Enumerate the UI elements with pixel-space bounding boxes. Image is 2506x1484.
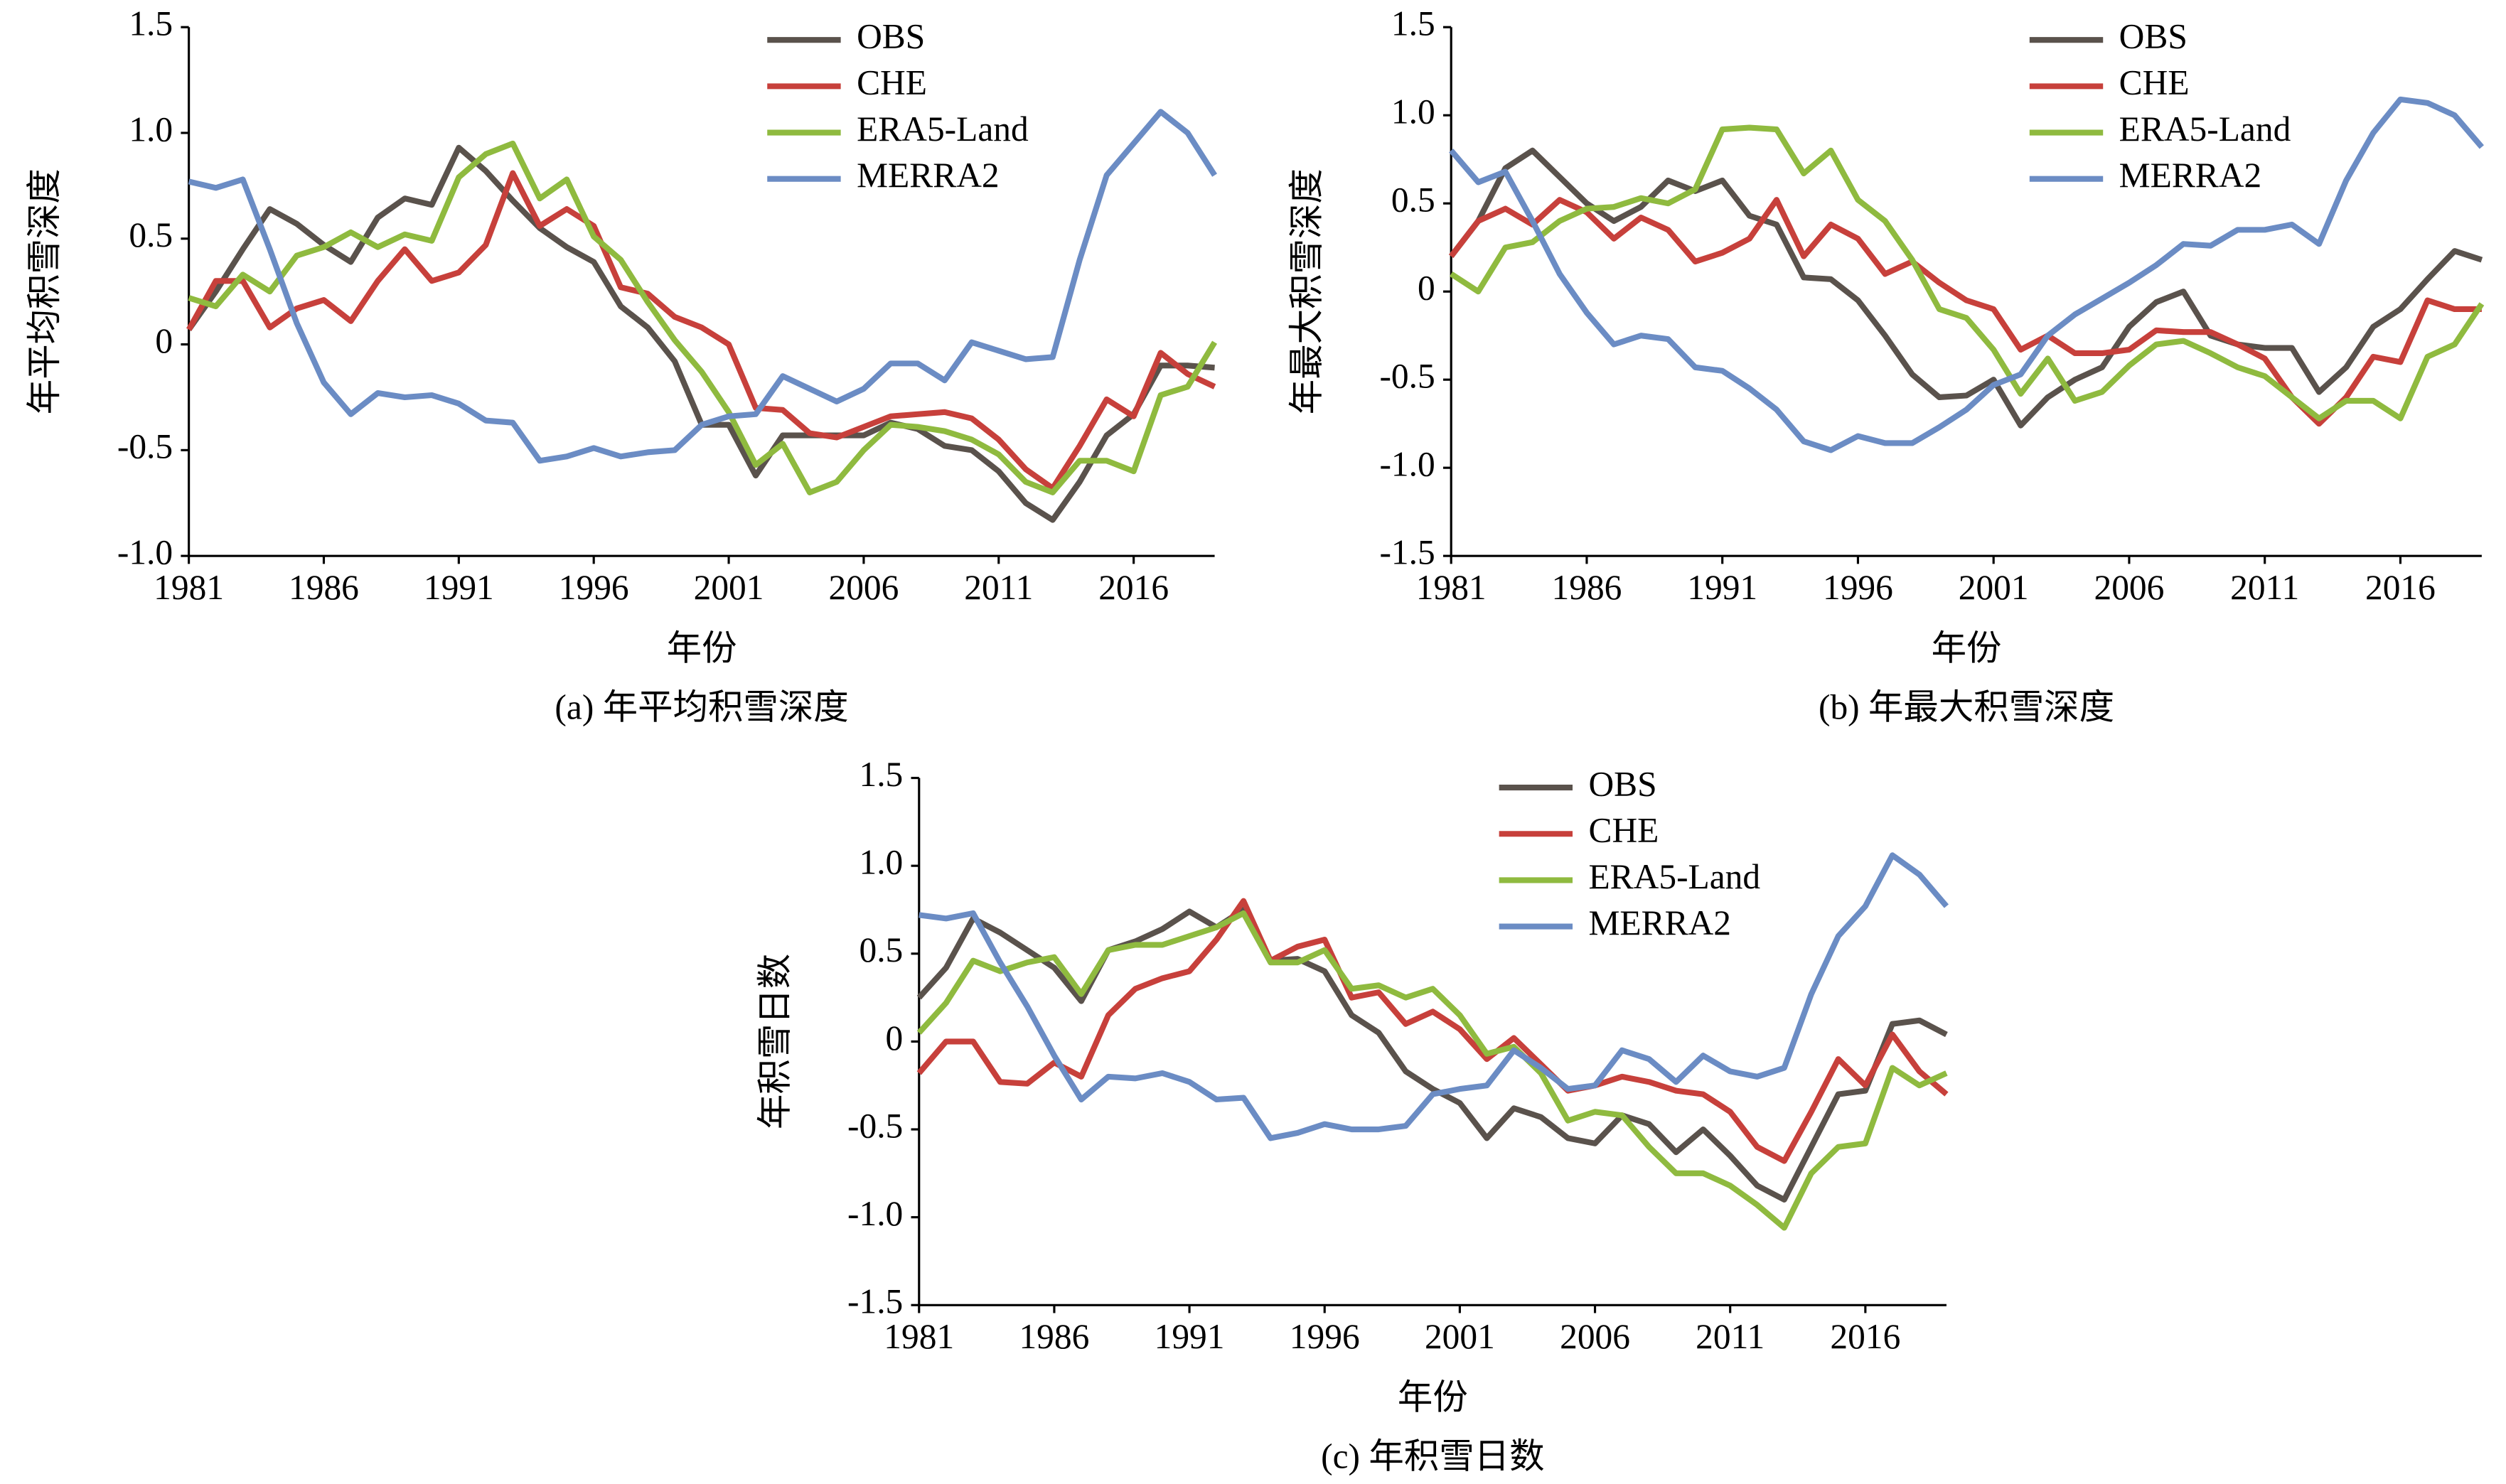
y-tick-label: -1.5 [1379, 533, 1435, 572]
y-tick-label: 1.5 [1391, 4, 1435, 43]
y-tick-label: -0.5 [1379, 357, 1435, 396]
x-tick-label: 1981 [884, 1317, 954, 1356]
y-tick-label: -1.0 [117, 533, 173, 572]
x-tick-label: 2006 [828, 568, 899, 607]
x-tick-label: 2011 [964, 568, 1033, 607]
x-tick-label: 1991 [1687, 568, 1757, 607]
y-tick-label: 0.5 [129, 215, 173, 254]
legend-label: ERA5-Land [857, 109, 1029, 149]
legend-label: MERRA2 [1588, 903, 1731, 942]
series-line [1448, 197, 2482, 427]
legend-label: OBS [2119, 17, 2188, 56]
x-tick-label: 1986 [1019, 1317, 1089, 1356]
x-tick-label: 1991 [1155, 1317, 1225, 1356]
y-tick-label: 0.5 [859, 930, 903, 969]
y-tick-label: 1.5 [859, 755, 903, 794]
x-tick-label: 2016 [2365, 568, 2436, 607]
x-axis-label: 年份 [1398, 1377, 1468, 1416]
legend-label: OBS [857, 17, 925, 56]
x-tick-label: 2016 [1830, 1317, 1900, 1356]
x-tick-label: 2016 [1098, 568, 1169, 607]
x-tick-label: 1981 [1416, 568, 1487, 607]
legend-label: ERA5-Land [1588, 857, 1760, 896]
legend-label: ERA5-Land [2119, 109, 2291, 149]
x-tick-label: 1981 [154, 568, 224, 607]
x-axis-label: 年份 [667, 628, 737, 667]
x-tick-label: 1996 [1290, 1317, 1360, 1356]
y-tick-label: -1.0 [1379, 445, 1435, 484]
series-line [188, 140, 1218, 495]
y-tick-label: -1.0 [847, 1194, 903, 1233]
x-tick-label: 2001 [1425, 1317, 1495, 1356]
x-tick-label: 2011 [1696, 1317, 1765, 1356]
series-line [919, 852, 1949, 1141]
x-tick-label: 2006 [1560, 1317, 1630, 1356]
y-axis-label: 年最大积雪深度 [1287, 168, 1327, 414]
y-tick-label: 0 [155, 321, 173, 360]
y-tick-label: -0.5 [117, 427, 173, 466]
series-line [188, 109, 1217, 464]
y-tick-label: 1.0 [1391, 92, 1435, 131]
caption: (b) 年最大积雪深度 [1819, 688, 2114, 727]
x-tick-label: 1996 [559, 568, 629, 607]
x-tick-label: 2011 [2230, 568, 2299, 607]
y-axis-label: 年积雪日数 [755, 954, 794, 1129]
y-axis-label: 年平均积雪深度 [25, 168, 64, 414]
x-tick-label: 1991 [424, 568, 494, 607]
y-tick-label: 1.5 [129, 4, 173, 43]
series-line [916, 910, 1948, 1231]
x-tick-label: 2001 [1959, 568, 2029, 607]
legend-label: CHE [857, 63, 927, 102]
series-line [1449, 96, 2484, 453]
legend-label: CHE [2119, 63, 2190, 102]
y-tick-label: 1.0 [129, 109, 173, 149]
series-line [1449, 124, 2485, 421]
y-tick-label: 1.0 [859, 843, 903, 882]
caption: (a) 年平均积雪深度 [555, 688, 848, 727]
y-tick-label: -0.5 [847, 1106, 903, 1145]
x-axis-label: 年份 [1932, 628, 2002, 667]
x-tick-label: 2006 [2094, 568, 2165, 607]
y-tick-label: 0 [886, 1018, 904, 1058]
caption: (c) 年积雪日数 [1321, 1437, 1544, 1476]
series-line [916, 906, 1948, 1203]
series-line [916, 898, 1949, 1164]
y-tick-label: 0.5 [1391, 181, 1435, 220]
legend-label: CHE [1588, 811, 1659, 850]
legend-label: MERRA2 [2119, 156, 2262, 195]
series-line [186, 170, 1216, 491]
x-tick-label: 1986 [1552, 568, 1622, 607]
x-tick-label: 1996 [1823, 568, 1893, 607]
legend-label: MERRA2 [857, 156, 1000, 195]
series-line [1448, 147, 2483, 429]
x-tick-label: 1986 [289, 568, 359, 607]
y-tick-label: -1.5 [847, 1282, 903, 1321]
y-tick-label: 0 [1418, 269, 1435, 308]
legend-label: OBS [1588, 764, 1656, 803]
x-tick-label: 2001 [694, 568, 764, 607]
